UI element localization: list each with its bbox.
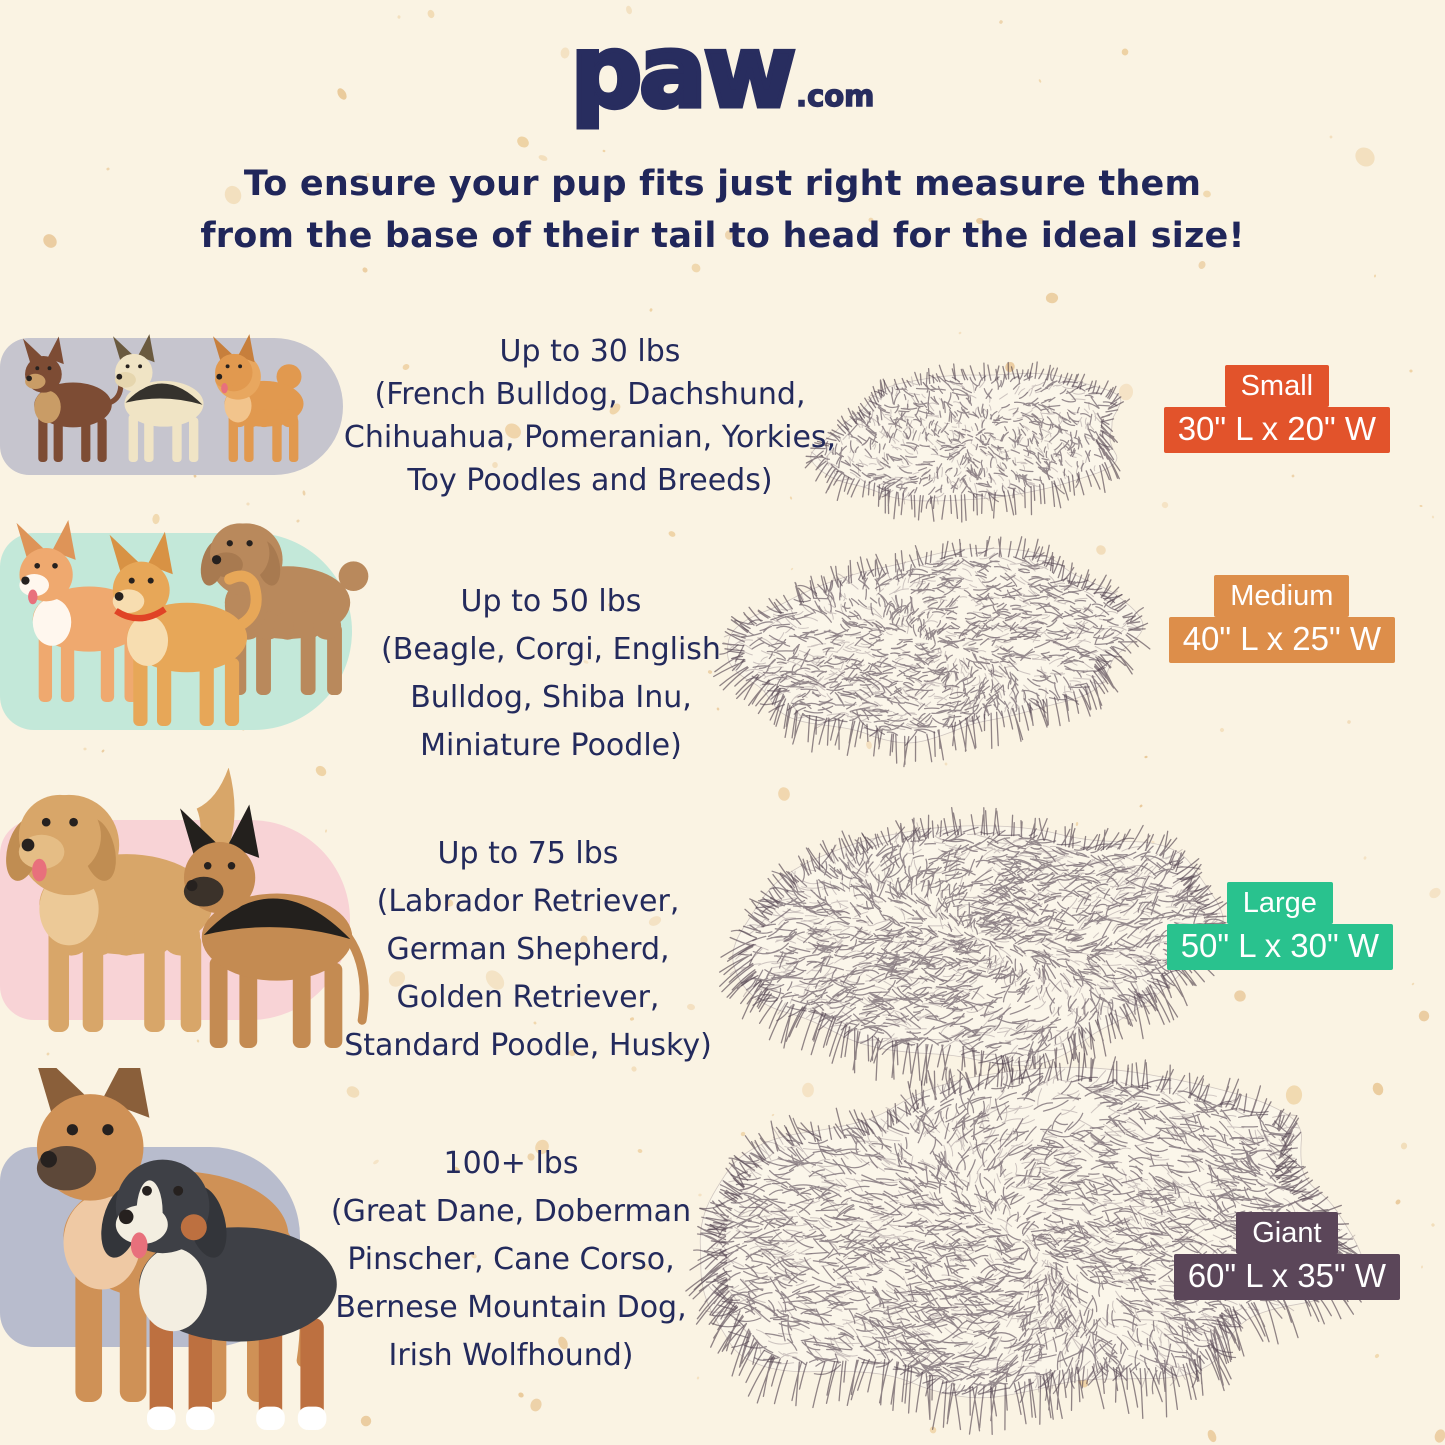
weight-range: Up to 30 lbs bbox=[499, 334, 681, 369]
giant-weight-and-breeds: 100+ lbs (Great Dane, Doberman Pinscher, … bbox=[241, 1140, 781, 1380]
bed-illustration-medium bbox=[713, 535, 1151, 768]
breed-list: (Great Dane, Doberman Pinscher, Cane Cors… bbox=[330, 1194, 692, 1373]
page-title: To ensure your pup fits just right measu… bbox=[0, 158, 1445, 262]
bed-illustration-small bbox=[804, 361, 1124, 523]
miniature-poodle-illustration bbox=[200, 523, 369, 696]
size-dimensions-badge: 60" L x 35" W bbox=[1173, 1254, 1400, 1300]
brand-logo: paw .com bbox=[0, 19, 1445, 124]
medium-weight-and-breeds: Up to 50 lbs (Beagle, Corgi, English Bull… bbox=[291, 578, 811, 770]
breed-list: (French Bulldog, Dachshund, Chihuahua, Po… bbox=[343, 377, 837, 498]
bed-illustration-large bbox=[719, 807, 1231, 1098]
bernese-mountain-dog-illustration bbox=[101, 1159, 337, 1430]
size-name-badge: Large bbox=[1226, 882, 1333, 924]
size-name-badge: Giant bbox=[1236, 1212, 1338, 1254]
yorkshire-terrier-illustration bbox=[113, 334, 204, 463]
large-dogs-illustration bbox=[6, 768, 369, 1049]
brand-logo-text: paw bbox=[568, 13, 798, 130]
size-label-medium: Medium 40" L x 25" W bbox=[1168, 575, 1395, 663]
weight-range: Up to 75 lbs bbox=[437, 836, 619, 871]
medium-dogs-illustration bbox=[16, 520, 369, 727]
weight-range: Up to 50 lbs bbox=[460, 584, 642, 619]
size-dimensions-badge: 30" L x 20" W bbox=[1163, 407, 1390, 453]
size-dimensions-badge: 50" L x 30" W bbox=[1166, 924, 1393, 970]
size-label-large: Large 50" L x 30" W bbox=[1166, 882, 1393, 970]
chihuahua-illustration bbox=[23, 336, 124, 463]
bed-illustration-giant bbox=[685, 1052, 1379, 1436]
size-name-badge: Small bbox=[1224, 365, 1330, 407]
pomeranian-illustration bbox=[213, 334, 304, 463]
size-dimensions-badge: 40" L x 25" W bbox=[1168, 617, 1395, 663]
page-title-line2: from the base of their tail to head for … bbox=[200, 216, 1245, 256]
brand-logo-tld: .com bbox=[795, 78, 875, 113]
shiba-inu-illustration bbox=[109, 531, 262, 727]
page-title-line1: To ensure your pup fits just right measu… bbox=[243, 164, 1202, 204]
german-shepherd-illustration bbox=[180, 804, 369, 1049]
breed-list: (Beagle, Corgi, English Bulldog, Shiba In… bbox=[381, 632, 721, 763]
size-label-giant: Giant 60" L x 35" W bbox=[1173, 1212, 1400, 1300]
breed-list: (Labrador Retriever, German Shepherd, Gold… bbox=[344, 884, 712, 1063]
small-weight-and-breeds: Up to 30 lbs (French Bulldog, Dachshund,… bbox=[330, 330, 850, 502]
weight-range: 100+ lbs bbox=[443, 1146, 579, 1181]
size-name-badge: Medium bbox=[1214, 575, 1350, 617]
size-label-small: Small 30" L x 20" W bbox=[1163, 365, 1390, 453]
giant-dogs-illustration bbox=[36, 1068, 337, 1430]
large-weight-and-breeds: Up to 75 lbs (Labrador Retriever, German … bbox=[258, 830, 798, 1070]
small-dogs-illustration bbox=[23, 334, 304, 463]
